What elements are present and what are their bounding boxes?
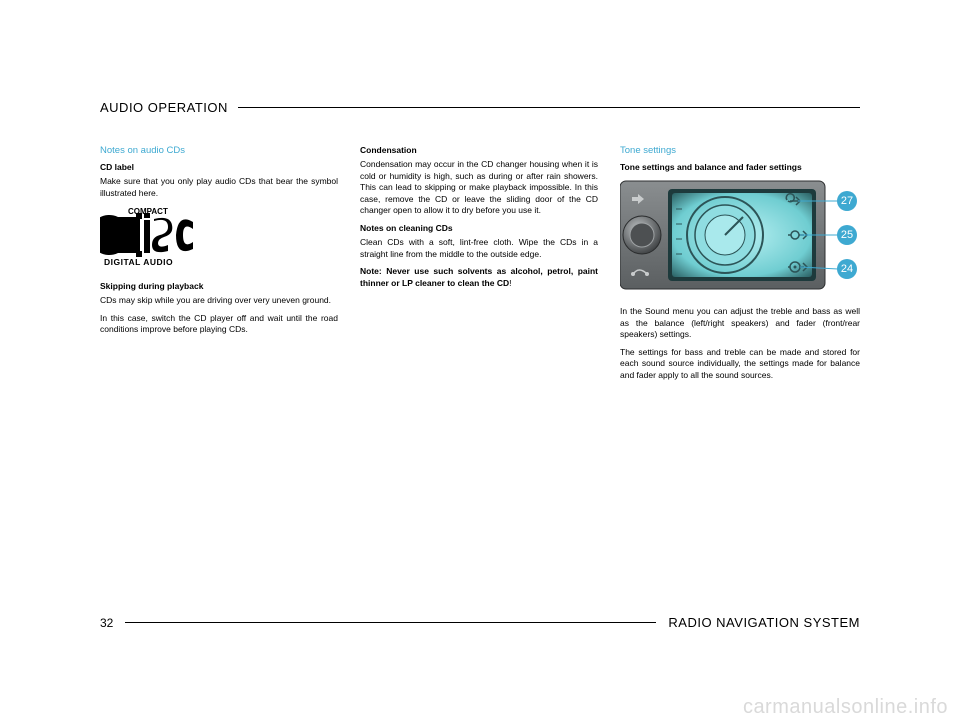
cleaning-note: Note: Never use such solvents as alcohol… <box>360 266 598 289</box>
skipping-heading: Skipping during playback <box>100 281 338 292</box>
logo-c <box>176 220 193 252</box>
section-title: AUDIO OPERATION <box>100 100 238 115</box>
cleaning-heading: Notes on cleaning CDs <box>360 223 598 234</box>
footer: 32 RADIO NAVIGATION SYSTEM <box>100 615 860 630</box>
callout-27: 27 <box>841 195 853 207</box>
header: AUDIO OPERATION <box>100 100 860 115</box>
condensation-text: Condensation may occur in the CD changer… <box>360 159 598 216</box>
notes-heading: Notes on audio CDs <box>100 145 338 158</box>
footer-rule <box>125 622 656 623</box>
column-1: Notes on audio CDs CD label Make sure th… <box>100 145 338 387</box>
skipping-p2: In this case, switch the CD player off a… <box>100 313 338 336</box>
condensation-heading: Condensation <box>360 145 598 156</box>
cd-label-heading: CD label <box>100 162 338 173</box>
callout-24: 24 <box>841 263 853 275</box>
tone-p1: In the Sound menu you can adjust the tre… <box>620 306 860 340</box>
cleaning-text: Clean CDs with a soft, lint-free cloth. … <box>360 237 598 260</box>
compact-disc-logo: COMPACT DIGITAL AUDIO <box>100 205 338 270</box>
column-3: Tone settings Tone settings and balance … <box>620 145 860 387</box>
tone-subheading: Tone settings and balance and fader sett… <box>620 162 860 173</box>
logo-s <box>152 218 172 252</box>
page-number: 32 <box>100 616 125 630</box>
column-2: Condensation Condensation may occur in t… <box>360 145 598 387</box>
tone-p2: The settings for bass and treble can be … <box>620 347 860 381</box>
radio-device-figure: 27 25 24 <box>620 179 860 294</box>
footer-title: RADIO NAVIGATION SYSTEM <box>656 615 860 630</box>
cd-label-text: Make sure that you only play audio CDs t… <box>100 176 338 199</box>
content-columns: Notes on audio CDs CD label Make sure th… <box>100 145 860 387</box>
header-rule <box>238 107 860 108</box>
watermark: carmanualsonline.info <box>743 696 948 719</box>
logo-bottom-text: DIGITAL AUDIO <box>104 257 173 267</box>
tone-heading: Tone settings <box>620 145 860 158</box>
skipping-p1: CDs may skip while you are driving over … <box>100 295 338 306</box>
disc-glyph <box>100 213 142 257</box>
manual-page: AUDIO OPERATION Notes on audio CDs CD la… <box>100 100 860 630</box>
logo-i <box>144 220 150 253</box>
callout-25: 25 <box>841 229 853 241</box>
